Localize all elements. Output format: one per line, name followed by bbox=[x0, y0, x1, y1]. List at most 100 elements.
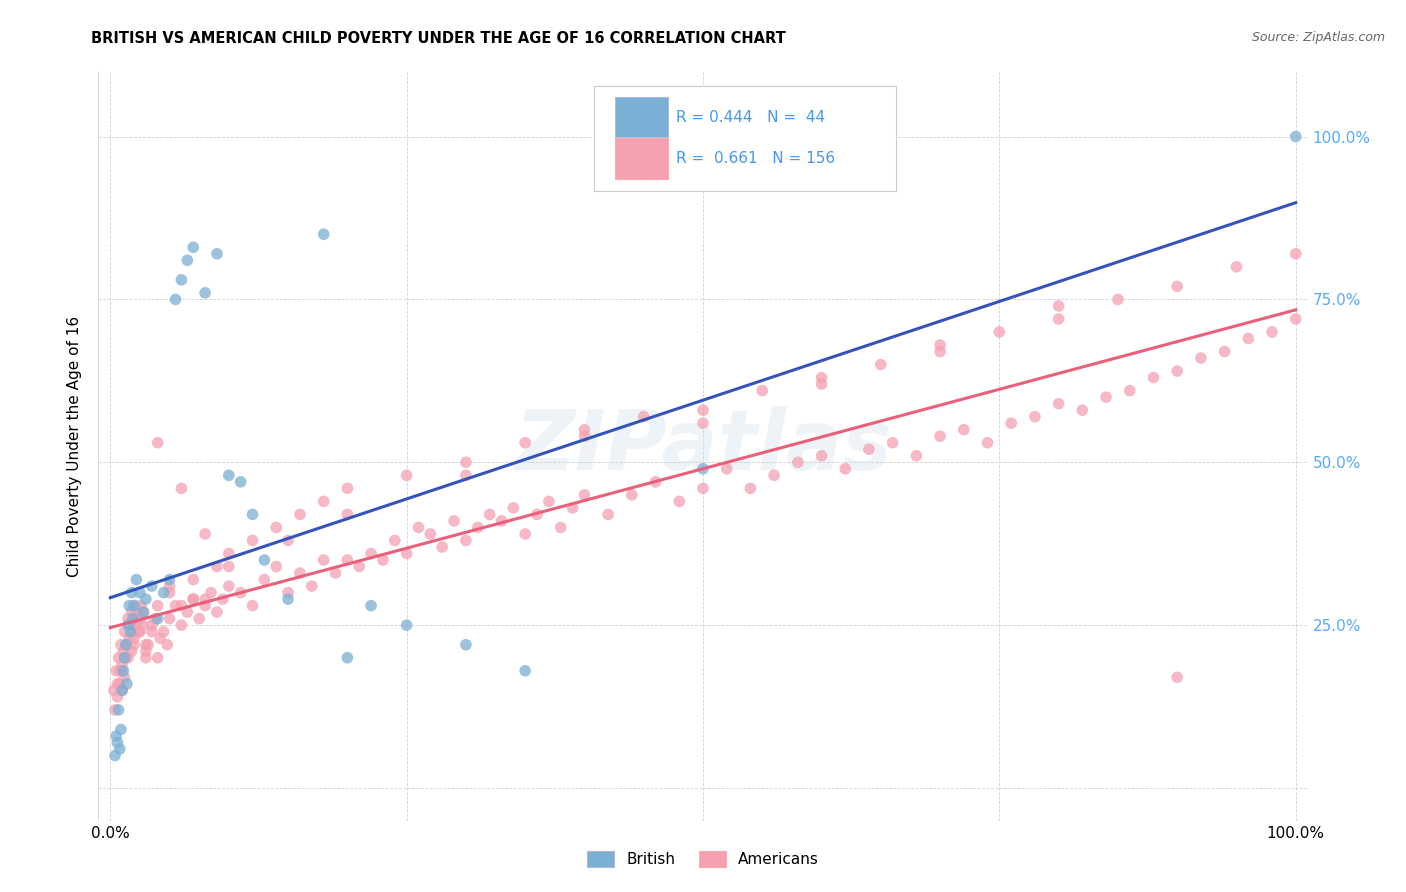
Point bbox=[131, 618, 153, 632]
Point bbox=[135, 592, 157, 607]
Point bbox=[574, 423, 596, 437]
Point bbox=[502, 500, 524, 515]
Point bbox=[205, 559, 228, 574]
Point bbox=[152, 585, 174, 599]
Point bbox=[360, 599, 382, 613]
Point bbox=[751, 384, 773, 398]
Point bbox=[644, 475, 666, 489]
Point bbox=[194, 599, 217, 613]
Point bbox=[1047, 299, 1070, 313]
Point bbox=[740, 481, 762, 495]
Point bbox=[515, 527, 537, 541]
Point bbox=[146, 435, 169, 450]
Point bbox=[668, 494, 690, 508]
Point bbox=[181, 592, 204, 607]
Point bbox=[122, 631, 145, 645]
Point bbox=[408, 520, 430, 534]
Point bbox=[467, 520, 489, 534]
Point bbox=[135, 650, 157, 665]
Point bbox=[129, 599, 152, 613]
Point bbox=[929, 429, 952, 443]
Point bbox=[1107, 293, 1129, 307]
Point bbox=[125, 618, 148, 632]
Point bbox=[156, 638, 179, 652]
Point bbox=[143, 612, 166, 626]
Point bbox=[1285, 312, 1308, 326]
Point bbox=[135, 644, 157, 658]
Point bbox=[1119, 384, 1142, 398]
Point bbox=[253, 573, 276, 587]
Point bbox=[125, 573, 148, 587]
Point bbox=[264, 520, 287, 534]
Point bbox=[229, 585, 252, 599]
Point bbox=[118, 599, 141, 613]
Point bbox=[550, 520, 572, 534]
Point bbox=[574, 488, 596, 502]
Point bbox=[205, 605, 228, 619]
Point bbox=[574, 429, 596, 443]
Point bbox=[132, 605, 155, 619]
Point bbox=[242, 599, 264, 613]
Point bbox=[478, 508, 501, 522]
Point bbox=[1213, 344, 1236, 359]
Point bbox=[141, 624, 163, 639]
Point bbox=[384, 533, 406, 548]
Point bbox=[692, 462, 714, 476]
Point bbox=[212, 592, 235, 607]
Point bbox=[561, 500, 583, 515]
Point bbox=[537, 494, 560, 508]
Point bbox=[121, 644, 143, 658]
Point bbox=[136, 638, 159, 652]
Point bbox=[325, 566, 347, 580]
Point bbox=[288, 566, 311, 580]
Point bbox=[121, 624, 143, 639]
Point bbox=[242, 508, 264, 522]
Point bbox=[347, 559, 370, 574]
Point bbox=[104, 703, 127, 717]
Point bbox=[301, 579, 323, 593]
Point bbox=[218, 547, 240, 561]
Point bbox=[253, 553, 276, 567]
Point bbox=[159, 585, 181, 599]
Text: R =  0.661   N = 156: R = 0.661 N = 156 bbox=[676, 151, 835, 166]
Point bbox=[312, 553, 335, 567]
Point bbox=[1166, 279, 1188, 293]
Point bbox=[117, 612, 139, 626]
Point bbox=[105, 735, 128, 749]
Point bbox=[170, 599, 193, 613]
Point bbox=[395, 547, 418, 561]
Point bbox=[1166, 364, 1188, 378]
Point bbox=[692, 481, 714, 495]
Point bbox=[491, 514, 513, 528]
Point bbox=[114, 638, 136, 652]
Point bbox=[170, 273, 193, 287]
Point bbox=[834, 462, 856, 476]
Point bbox=[312, 227, 335, 242]
Point bbox=[869, 358, 891, 372]
Point bbox=[108, 664, 131, 678]
Point bbox=[146, 650, 169, 665]
Point bbox=[242, 533, 264, 548]
Point bbox=[152, 624, 174, 639]
Point bbox=[159, 573, 181, 587]
Point bbox=[288, 508, 311, 522]
Point bbox=[810, 377, 832, 392]
Point bbox=[149, 631, 172, 645]
Point bbox=[336, 553, 359, 567]
FancyBboxPatch shape bbox=[614, 97, 668, 137]
Point bbox=[515, 435, 537, 450]
Point bbox=[111, 657, 134, 672]
Point bbox=[105, 729, 128, 743]
Text: R = 0.444   N =  44: R = 0.444 N = 44 bbox=[676, 110, 825, 125]
Point bbox=[105, 677, 128, 691]
Point bbox=[454, 533, 477, 548]
Point bbox=[135, 638, 157, 652]
Point bbox=[1000, 416, 1022, 430]
Point bbox=[105, 690, 128, 704]
Point bbox=[929, 338, 952, 352]
Point bbox=[141, 618, 163, 632]
Point bbox=[124, 599, 146, 613]
Point bbox=[277, 533, 299, 548]
Point bbox=[114, 624, 136, 639]
Point bbox=[194, 527, 217, 541]
